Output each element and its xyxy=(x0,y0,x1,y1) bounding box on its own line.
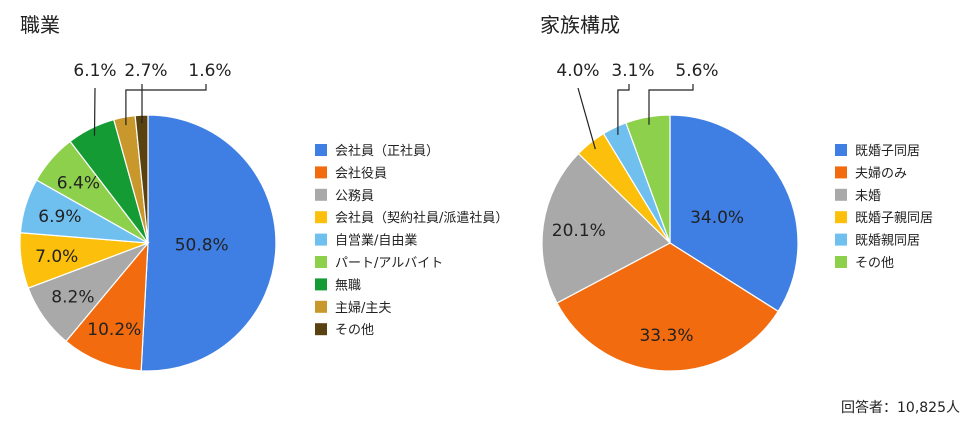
slice-value-label: 6.9% xyxy=(38,207,81,227)
legend-swatch xyxy=(315,188,327,201)
legend-label: 主婦/主夫 xyxy=(335,300,391,316)
slice-value-label: 6.4% xyxy=(57,174,100,194)
slice-value-label: 3.1% xyxy=(611,61,654,81)
legend-label: 既婚親同居 xyxy=(855,234,920,249)
leader-line xyxy=(141,84,207,124)
chart-title-occupation: 職業 xyxy=(20,13,60,37)
slice-value-label: 2.7% xyxy=(124,61,167,81)
leader-line xyxy=(577,87,596,150)
legend-label: 未婚 xyxy=(855,189,881,204)
legend-label: 公務員 xyxy=(335,189,374,204)
legend-swatch xyxy=(835,188,847,201)
legend-swatch xyxy=(835,233,847,246)
slice-value-label: 33.3% xyxy=(639,326,693,346)
pie-slice xyxy=(65,241,149,372)
legend-swatch xyxy=(315,256,327,268)
slice-value-label: 4.0% xyxy=(556,61,599,81)
legend-label: 会社員（正社員） xyxy=(335,143,439,159)
pie-occupation: 50.8% 10.2% 8.2% 7.0% 6.9% 6.4% 6.1% 2.7% 1.6% xyxy=(19,61,277,372)
legend-label: 会社役員 xyxy=(335,165,387,181)
slice-value-label: 1.6% xyxy=(188,61,231,81)
legend-label: パート/アルバイト xyxy=(335,256,443,271)
legend-label: 既婚子同居 xyxy=(855,144,920,159)
leader-line xyxy=(648,84,694,125)
pie-family: 34.0% 33.3% 20.1% 4.0% 3.1% 5.6% xyxy=(541,61,799,372)
slice-value-label: 20.1% xyxy=(552,221,606,241)
slice-value-label: 6.1% xyxy=(73,61,116,81)
slice-value-label: 50.8% xyxy=(175,235,229,255)
legend-label: 会社員（契約社員/派遣社員） xyxy=(335,210,508,226)
legend-label: 既婚子親同居 xyxy=(855,211,933,226)
slice-value-label: 34.0% xyxy=(690,208,744,228)
slice-value-label: 5.6% xyxy=(675,61,718,81)
leader-line xyxy=(617,84,630,135)
respondent-count: 回答者：10,825人 xyxy=(841,399,960,416)
legend-swatch xyxy=(315,233,327,246)
legend-label: 自営業/自由業 xyxy=(335,233,417,249)
chart-title-family: 家族構成 xyxy=(540,13,620,37)
pie-slice xyxy=(140,114,277,372)
leader-line xyxy=(93,87,96,136)
pie-slice xyxy=(556,242,780,372)
legend-swatch xyxy=(835,144,847,156)
pie-slice xyxy=(625,114,671,244)
legend-label: 無職 xyxy=(335,278,361,293)
legend-swatch xyxy=(315,144,327,156)
legend-swatch xyxy=(315,323,327,336)
legend-label: その他 xyxy=(855,256,894,271)
legend-swatch xyxy=(835,211,847,224)
legend-label: その他 xyxy=(335,323,374,338)
slice-value-label: 8.2% xyxy=(51,287,94,307)
legend-swatch xyxy=(315,278,327,291)
legend-swatch xyxy=(835,256,847,268)
legend-swatch xyxy=(315,166,327,179)
legend-swatch xyxy=(315,211,327,224)
slice-value-label: 10.2% xyxy=(87,320,141,340)
slice-value-label: 7.0% xyxy=(35,247,78,267)
legend-swatch xyxy=(315,300,327,313)
pie-slice xyxy=(669,114,799,313)
legend-label: 夫婦のみ xyxy=(855,165,907,181)
leader-line xyxy=(125,84,143,126)
legend-swatch xyxy=(835,166,847,179)
pie-slice xyxy=(541,152,672,304)
